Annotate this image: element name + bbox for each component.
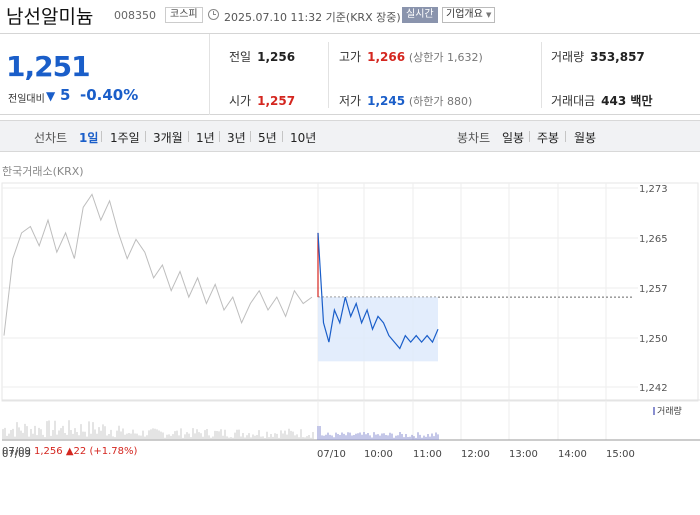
tab-separator (219, 131, 220, 142)
price-summary: 1,251 전일대비 ▼ 5 -0.40% 전일 1,256 시가 1,257 고가… (0, 33, 700, 115)
clock-icon (208, 9, 219, 20)
tab-separator (188, 131, 189, 142)
today-price-line (317, 232, 439, 350)
volume-swatch-icon (653, 407, 655, 415)
tab-1y[interactable]: 1년 (196, 131, 215, 145)
metric-amount: 거래대금 443 백만 (551, 92, 652, 109)
x-tick-label: 13:00 (509, 449, 538, 460)
y-tick-label: 1,250 (639, 334, 668, 345)
company-code: 008350 (114, 9, 156, 22)
company-info-label: 기업개요 (446, 9, 483, 20)
metric-label: 시가 (229, 94, 252, 108)
metric-low: 저가 1,245 (하한가 880) (339, 92, 472, 109)
tab-weekly-candle[interactable]: 주봉 (537, 131, 560, 145)
prev-day-change: 22 (73, 446, 87, 457)
metric-value: 1,245 (367, 94, 406, 108)
column-divider (541, 42, 542, 108)
metric-label: 저가 (339, 94, 362, 108)
x-axis-ticks: 07/09 07/10 10:00 11:00 12:00 13:00 14:00 15:00 (2, 449, 635, 460)
chart-frame (1, 182, 699, 402)
tab-separator (101, 131, 102, 142)
metric-value: 1,266 (367, 50, 406, 64)
quote-datetime: 2025.07.10 11:32 기준(KRX 장중) (224, 11, 401, 24)
x-tick-label: 11:00 (413, 449, 442, 460)
upper-limit: (상한가 1,632) (408, 51, 483, 64)
chart-period-tabbar: 선차트 1일 1주일 3개월 1년 3년 5년 10년 봉차트 일봉 주봉 월봉 (0, 120, 700, 152)
metric-open: 시가 1,257 (229, 92, 295, 109)
tab-daily-candle[interactable]: 일봉 (502, 131, 525, 145)
x-tick-label: 07/10 (317, 449, 346, 460)
prev-day-rate: (+1.78%) (89, 446, 138, 457)
y-tick-label: 1,265 (639, 234, 668, 245)
volume-legend: 거래량 (653, 404, 682, 417)
x-tick-label: 14:00 (558, 449, 587, 460)
chart-grid (1, 182, 700, 441)
tab-separator (145, 131, 146, 142)
company-name: 남선알미늄 (6, 6, 94, 28)
metric-value: 443 백만 (601, 94, 653, 108)
metric-label: 거래대금 (551, 94, 596, 108)
tab-1d[interactable]: 1일 (79, 131, 99, 145)
volume-legend-label: 거래량 (657, 407, 682, 417)
y-tick-label: 1,242 (639, 383, 668, 394)
candle-chart-label: 봉차트 (457, 131, 491, 145)
volume-bars (2, 420, 439, 440)
line-chart-label: 선차트 (34, 131, 68, 145)
metric-volume: 거래량 353,857 (551, 48, 645, 65)
data-source: 한국거래소(KRX) (2, 165, 84, 178)
down-triangle-icon: ▼ (46, 89, 56, 103)
x-tick-label: 10:00 (364, 449, 393, 460)
today-fill-area (318, 297, 438, 362)
x-tick-label: 15:00 (606, 449, 635, 460)
tab-5y[interactable]: 5년 (258, 131, 277, 145)
metric-value: 353,857 (590, 50, 645, 64)
up-triangle-icon: ▲ (65, 446, 74, 457)
tab-3y[interactable]: 3년 (227, 131, 246, 145)
metric-high: 고가 1,266 (상한가 1,632) (339, 48, 483, 65)
y-axis-ticks: 1,273 1,265 1,257 1,250 1,242 (639, 184, 668, 394)
prev-day-close: 1,256 (34, 446, 63, 457)
metric-label: 거래량 (551, 50, 585, 64)
current-price-box: 1,251 전일대비 ▼ 5 -0.40% (0, 34, 210, 115)
tab-monthly-candle[interactable]: 월봉 (574, 131, 597, 145)
x-tick-label: 07/09 (2, 449, 31, 460)
tab-3m[interactable]: 3개월 (153, 131, 183, 145)
prev-day-summary: 07/09 1,256 ▲22 (+1.78%) (2, 446, 137, 457)
current-price: 1,251 (6, 50, 91, 83)
tab-separator (250, 131, 251, 142)
price-series (3, 193, 632, 362)
market-badge: 코스피 (165, 7, 203, 23)
y-tick-label: 1,257 (639, 284, 668, 295)
metric-value: 1,256 (257, 50, 296, 64)
x-tick-label: 12:00 (461, 449, 490, 460)
change-rate: -0.40% (80, 86, 139, 104)
metric-label: 고가 (339, 50, 362, 64)
metric-value: 1,257 (257, 94, 296, 108)
company-info-button[interactable]: 기업개요 ▼ (442, 7, 496, 23)
tab-1w[interactable]: 1주일 (110, 131, 140, 145)
realtime-badge[interactable]: 실시간 (402, 7, 438, 23)
column-divider (328, 42, 329, 108)
prev-day-line (3, 193, 313, 336)
metric-label: 전일 (229, 50, 252, 64)
stock-header: 남선알미늄 008350 코스피 2025.07.10 11:32 기준(KRX… (0, 0, 700, 30)
change-label: 전일대비 (8, 94, 45, 105)
caret-down-icon: ▼ (486, 11, 492, 19)
tab-separator (282, 131, 283, 142)
tab-separator (529, 131, 530, 142)
change-value: 5 (60, 86, 71, 104)
prev-day-date: 07/09 (2, 446, 31, 457)
metric-prev-close: 전일 1,256 (229, 48, 295, 65)
y-tick-label: 1,273 (639, 184, 668, 195)
lower-limit: (하한가 880) (408, 95, 473, 108)
tab-10y[interactable]: 10년 (290, 131, 317, 145)
tab-separator (565, 131, 566, 142)
